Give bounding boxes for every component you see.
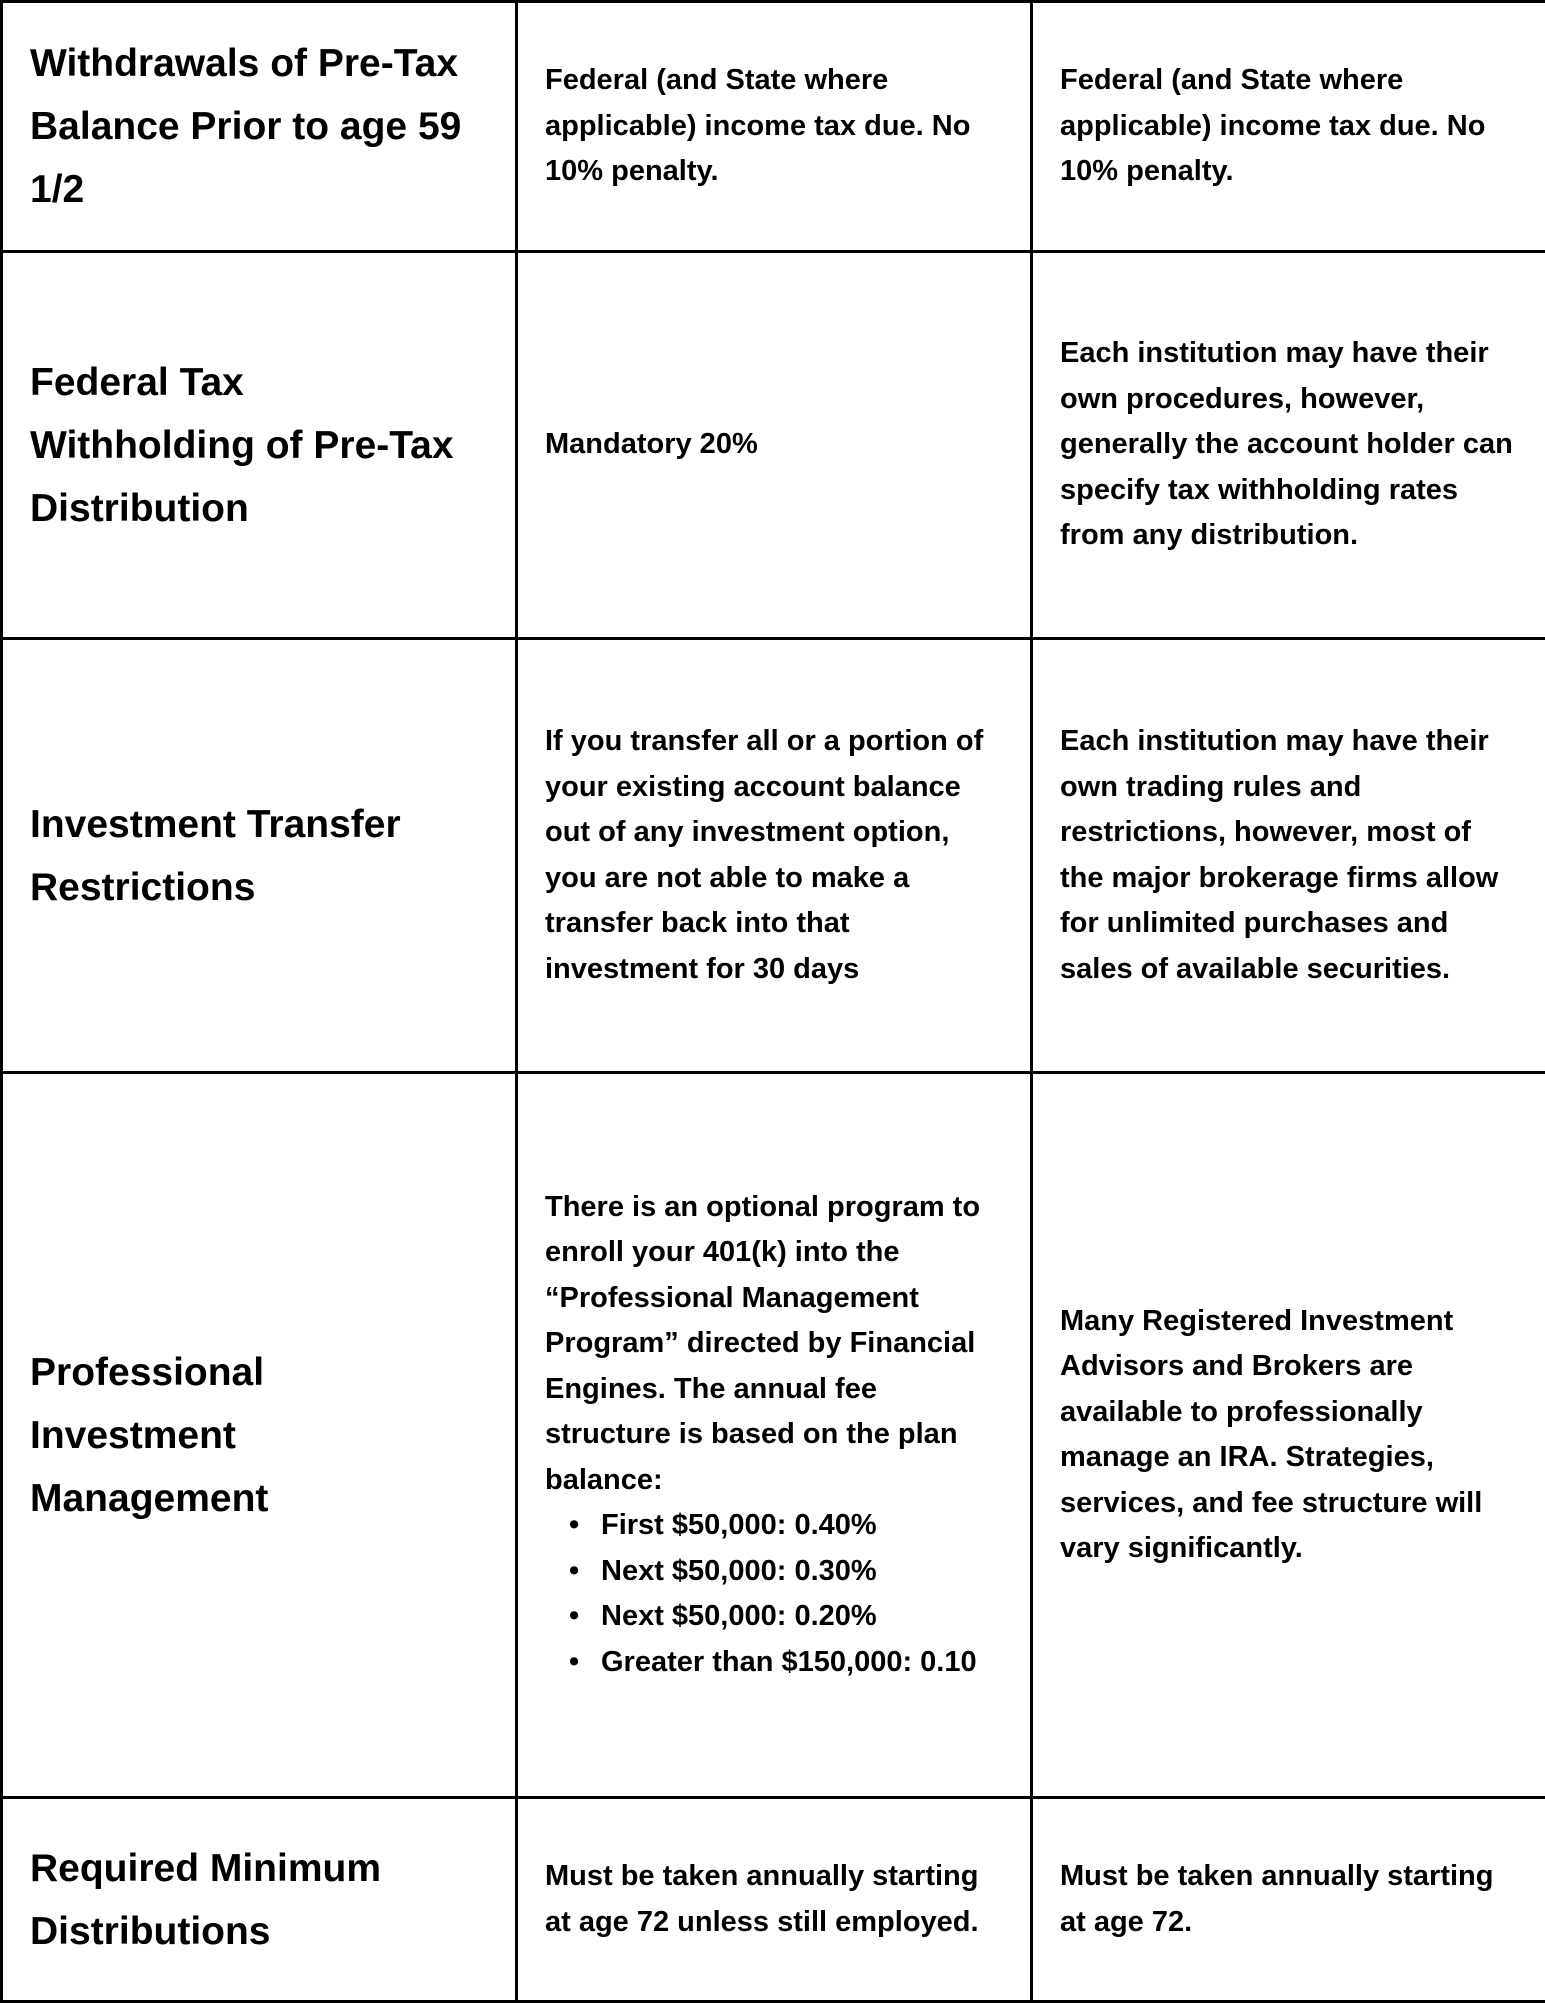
ira-cell: Must be taken annually starting at age 7… bbox=[1032, 1798, 1545, 2002]
plan-cell: If you transfer all or a portion of your… bbox=[517, 639, 1032, 1073]
bullet-icon: • bbox=[569, 1503, 579, 1549]
bullet-icon: • bbox=[569, 1549, 579, 1595]
fee-item: •Next $50,000: 0.30% bbox=[601, 1549, 1004, 1595]
row-heading: Required Minimum Distributions bbox=[2, 1798, 517, 2002]
plan-cell: Federal (and State where applicable) inc… bbox=[517, 2, 1032, 252]
table-row: Federal Tax Withholding of Pre-Tax Distr… bbox=[2, 252, 1545, 639]
plan-cell: Must be taken annually starting at age 7… bbox=[517, 1798, 1032, 2002]
plan-cell: There is an optional program to enroll y… bbox=[517, 1073, 1032, 1798]
table-row: Required Minimum Distributions Must be t… bbox=[2, 1798, 1545, 2002]
table-row: Professional Investment Management There… bbox=[2, 1073, 1545, 1798]
ira-cell: Many Registered Investment Advisors and … bbox=[1032, 1073, 1545, 1798]
row-heading: Investment Transfer Restrictions bbox=[2, 639, 517, 1073]
fee-list: •First $50,000: 0.40% •Next $50,000: 0.3… bbox=[545, 1503, 1004, 1685]
row-heading: Withdrawals of Pre-Tax Balance Prior to … bbox=[2, 2, 517, 252]
ira-cell: Federal (and State where applicable) inc… bbox=[1032, 2, 1545, 252]
fee-item: •Next $50,000: 0.20% bbox=[601, 1594, 1004, 1640]
fee-item: •First $50,000: 0.40% bbox=[601, 1503, 1004, 1549]
ira-cell: Each institution may have their own trad… bbox=[1032, 639, 1545, 1073]
row-heading: Federal Tax Withholding of Pre-Tax Distr… bbox=[2, 252, 517, 639]
plan-description: There is an optional program to enroll y… bbox=[545, 1185, 1004, 1504]
table-row: Investment Transfer Restrictions If you … bbox=[2, 639, 1545, 1073]
ira-cell: Each institution may have their own proc… bbox=[1032, 252, 1545, 639]
table-row: Withdrawals of Pre-Tax Balance Prior to … bbox=[2, 2, 1545, 252]
bullet-icon: • bbox=[569, 1594, 579, 1640]
plan-cell: Mandatory 20% bbox=[517, 252, 1032, 639]
row-heading: Professional Investment Management bbox=[2, 1073, 517, 1798]
fee-item: •Greater than $150,000: 0.10 bbox=[601, 1640, 1004, 1686]
bullet-icon: • bbox=[569, 1640, 579, 1686]
